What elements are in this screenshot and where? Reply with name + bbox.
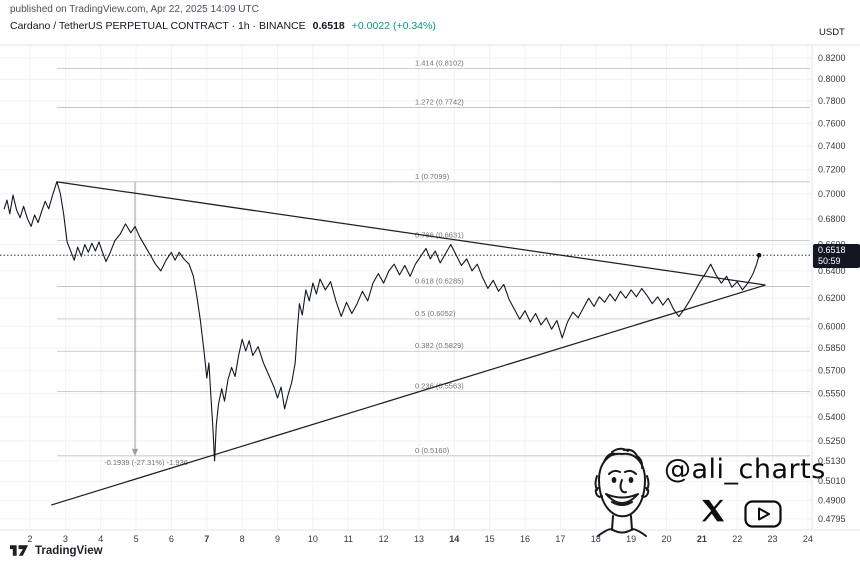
- time-axis-label: 11: [344, 534, 353, 544]
- fib-level-label: 0.618 (0.6285): [415, 276, 464, 285]
- price-axis-label: 0.7800: [818, 96, 846, 106]
- price-axis-label: 0.5010: [818, 476, 846, 486]
- symbol-header: Cardano / TetherUS PERPETUAL CONTRACT · …: [10, 20, 436, 32]
- time-axis-label: 21: [697, 534, 707, 544]
- time-axis-label: 18: [591, 534, 601, 544]
- time-axis-label: 8: [240, 534, 245, 544]
- price-axis-label: 0.5400: [818, 412, 846, 422]
- symbol-title: Cardano / TetherUS PERPETUAL CONTRACT · …: [10, 20, 306, 32]
- trendline-upper: [56, 181, 766, 286]
- price-axis-label: 0.7200: [818, 165, 846, 175]
- price-axis-label: 0.8200: [818, 53, 846, 63]
- time-axis-label: 15: [485, 534, 495, 544]
- measure-arrowhead: [131, 448, 139, 456]
- fib-level-label: 1 (0.7099): [415, 172, 450, 181]
- fib-level-label: 0.382 (0.5829): [415, 341, 464, 350]
- time-axis-label: 23: [768, 534, 778, 544]
- price-axis-label: 0.5700: [818, 365, 846, 375]
- price-series-line: [3, 181, 760, 462]
- price-axis-label: 0.6200: [818, 293, 846, 303]
- youtube-logo-icon: [744, 500, 782, 528]
- time-axis-label: 3: [63, 534, 68, 544]
- time-axis-label: 22: [732, 534, 742, 544]
- fib-level-label: 1.272 (0.7742): [415, 97, 464, 106]
- x-logo-icon: [702, 499, 725, 522]
- current-price-badge-value: 0.6518: [818, 245, 846, 256]
- bar-countdown: 50:59: [818, 255, 841, 266]
- time-axis-label: 10: [308, 534, 318, 544]
- watermark-handle: @ali_charts: [664, 454, 826, 485]
- current-price-badge: 0.6518 50:59: [813, 244, 860, 269]
- price-axis-label: 0.5130: [818, 456, 846, 466]
- face-drawing-icon: [594, 447, 650, 537]
- price-axis-label: 0.5850: [818, 343, 846, 353]
- price-axis-label: 0.6800: [818, 214, 846, 224]
- price-axis-label: 0.7400: [818, 141, 846, 151]
- time-axis-label: 5: [134, 534, 139, 544]
- price-axis-label: 0.5250: [818, 436, 846, 446]
- time-axis-label: 2: [27, 534, 32, 544]
- published-caption: published on TradingView.com, Apr 22, 20…: [10, 4, 259, 15]
- time-axis-label: 9: [275, 534, 280, 544]
- quote-currency-label: USDT: [819, 27, 845, 38]
- time-axis-label: 13: [414, 534, 424, 544]
- time-axis-label: 12: [379, 534, 389, 544]
- tradingview-logo[interactable]: TradingView: [9, 544, 103, 558]
- fib-level-label: 0.786 (0.6631): [415, 230, 464, 239]
- price-axis-label: 0.8000: [818, 74, 846, 84]
- trendline-lower: [51, 284, 766, 506]
- price-axis-label: 0.4900: [818, 495, 846, 505]
- time-axis-label: 4: [98, 534, 103, 544]
- time-axis-label: 17: [555, 534, 565, 544]
- time-axis-label: 16: [520, 534, 530, 544]
- price-axis-label: 0.4795: [818, 514, 846, 524]
- time-axis-label: 24: [803, 534, 813, 544]
- price-axis-label: 0.6000: [818, 321, 846, 331]
- price-axis-label: 0.7000: [818, 189, 846, 199]
- fib-level-label: 1.414 (0.8102): [415, 58, 464, 67]
- last-price-value: 0.6518: [312, 20, 345, 32]
- time-axis-label: 7: [204, 534, 209, 544]
- price-change: +0.0022 (+0.34%): [351, 20, 436, 32]
- tradingview-mark-icon: [9, 545, 29, 556]
- time-axis-label: 6: [169, 534, 174, 544]
- time-axis-label: 20: [661, 534, 671, 544]
- measure-label: -0.1939 (-27.31%) -1.936: [104, 458, 188, 467]
- tradingview-logo-text: TradingView: [35, 545, 103, 557]
- last-price-dot: [756, 252, 762, 258]
- fib-level-label: 0.5 (0.6052): [415, 309, 456, 318]
- time-axis-label: 14: [449, 534, 459, 544]
- price-axis-label: 0.7600: [818, 118, 846, 128]
- time-axis-label: 19: [626, 534, 636, 544]
- fib-level-label: 0 (0.5160): [415, 446, 450, 455]
- price-axis-label: 0.5550: [818, 388, 846, 398]
- price-axis-label: 0.6400: [818, 266, 846, 276]
